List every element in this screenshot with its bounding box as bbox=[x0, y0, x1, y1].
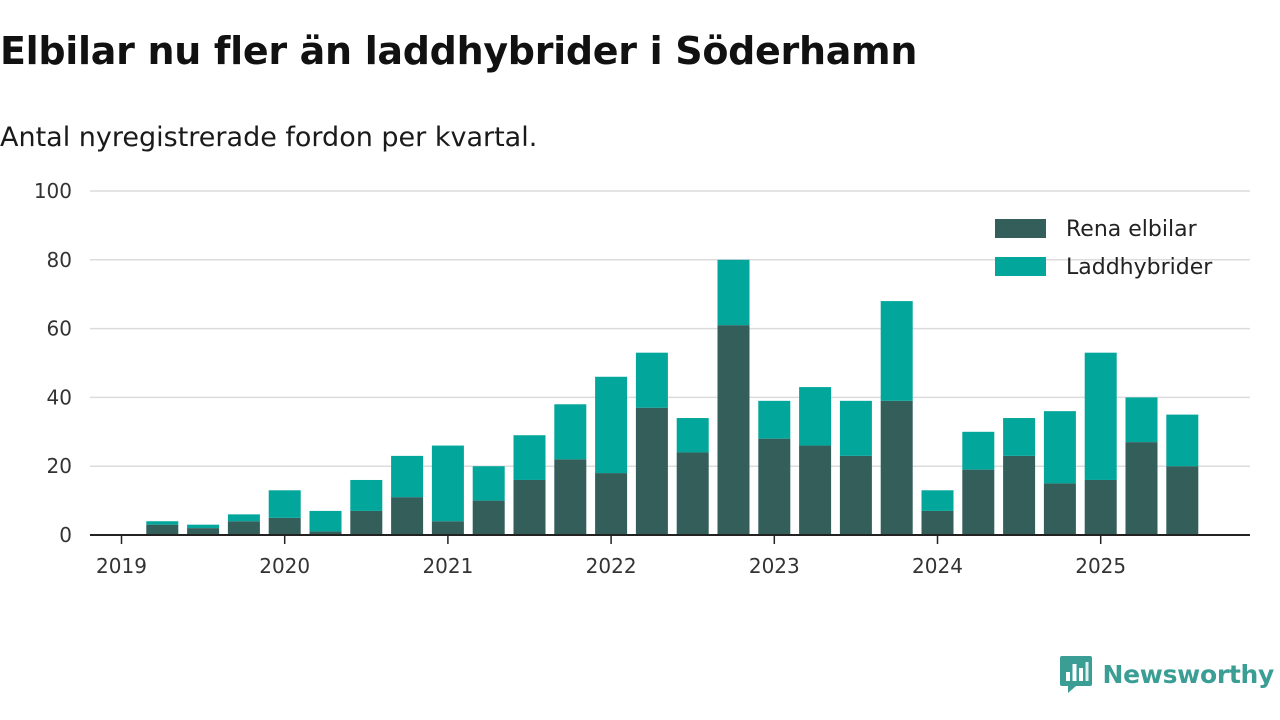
bar-rena-elbilar-2020-Q3 bbox=[350, 510, 383, 535]
bar-laddhybrider-2022-Q4 bbox=[717, 259, 750, 326]
bar-laddhybrider-2020-Q4 bbox=[391, 455, 424, 498]
bar-rena-elbilar-2022-Q4 bbox=[717, 325, 750, 535]
bar-laddhybrider-2019-Q3 bbox=[187, 524, 220, 529]
bar-laddhybrider-2021-Q3 bbox=[513, 435, 546, 480]
brand-name: Newsworthy bbox=[1102, 659, 1275, 689]
bar-rena-elbilar-2021-Q2 bbox=[472, 500, 505, 535]
bar-rena-elbilar-2020-Q2 bbox=[309, 531, 342, 535]
bar-rena-elbilar-2020-Q4 bbox=[391, 497, 424, 535]
axes: 0 20 40 60 80 100 2019 2020 2021 2022 2023 2024 2025 bbox=[34, 179, 1250, 578]
bar-rena-elbilar-2022-Q1 bbox=[595, 473, 628, 535]
bar-laddhybrider-2021-Q1 bbox=[431, 445, 464, 522]
bar-rena-elbilar-2023-Q3 bbox=[839, 455, 872, 535]
bar-laddhybrider-2021-Q4 bbox=[554, 404, 587, 460]
bar-laddhybrider-2023-Q4 bbox=[880, 301, 913, 401]
newsworthy-brand: Newsworthy bbox=[1059, 654, 1275, 694]
bar-laddhybrider-2023-Q1 bbox=[758, 400, 791, 439]
chart-title: Elbilar nu fler än laddhybrider i Söderh… bbox=[0, 29, 918, 73]
y-tick-label: 0 bbox=[59, 523, 72, 547]
bar-laddhybrider-2025-Q2 bbox=[1125, 397, 1158, 443]
x-tick-label: 2022 bbox=[586, 554, 637, 578]
bar-laddhybrider-2024-Q3 bbox=[1003, 418, 1036, 456]
legend: Rena elbilar Laddhybrider bbox=[995, 217, 1213, 280]
bar-rena-elbilar-2021-Q3 bbox=[513, 479, 546, 535]
y-tick-label: 100 bbox=[34, 179, 72, 203]
bar-rena-elbilar-2023-Q1 bbox=[758, 438, 791, 535]
bar-rena-elbilar-2019-Q3 bbox=[187, 528, 220, 535]
y-tick-label: 80 bbox=[47, 248, 72, 272]
bar-laddhybrider-2025-Q1 bbox=[1084, 352, 1117, 480]
bar-laddhybrider-2020-Q3 bbox=[350, 479, 383, 511]
bar-laddhybrider-2020-Q2 bbox=[309, 510, 342, 532]
bar-laddhybrider-2020-Q1 bbox=[268, 490, 301, 518]
gridlines bbox=[90, 190, 1250, 467]
bar-rena-elbilar-2023-Q2 bbox=[799, 445, 832, 535]
bar-laddhybrider-2025-Q3 bbox=[1166, 414, 1199, 467]
bar-laddhybrider-2024-Q4 bbox=[1043, 411, 1076, 484]
bar-rena-elbilar-2025-Q1 bbox=[1084, 479, 1117, 535]
bar-rena-elbilar-2023-Q4 bbox=[880, 400, 913, 535]
bar-laddhybrider-2023-Q3 bbox=[839, 400, 872, 456]
bar-rena-elbilar-2022-Q3 bbox=[676, 452, 709, 535]
bars bbox=[146, 259, 1199, 535]
bar-rena-elbilar-2021-Q4 bbox=[554, 459, 587, 535]
bar-rena-elbilar-2022-Q2 bbox=[635, 407, 668, 535]
y-tick-label: 20 bbox=[47, 454, 72, 478]
bar-laddhybrider-2022-Q2 bbox=[635, 352, 668, 408]
chart-subtitle: Antal nyregistrerade fordon per kvartal. bbox=[0, 122, 538, 153]
bar-rena-elbilar-2025-Q3 bbox=[1166, 466, 1199, 535]
legend-label-laddhybrider: Laddhybrider bbox=[1066, 255, 1213, 280]
bar-laddhybrider-2022-Q3 bbox=[676, 418, 709, 453]
x-tick-label: 2021 bbox=[422, 554, 473, 578]
bar-laddhybrider-2021-Q2 bbox=[472, 466, 505, 501]
bar-rena-elbilar-2020-Q1 bbox=[268, 517, 301, 535]
newsworthy-logo-icon bbox=[1059, 656, 1092, 693]
x-tick-label: 2019 bbox=[96, 554, 147, 578]
bar-rena-elbilar-2024-Q3 bbox=[1003, 455, 1036, 535]
bar-laddhybrider-2022-Q1 bbox=[595, 376, 628, 474]
bar-rena-elbilar-2021-Q1 bbox=[431, 521, 464, 535]
x-tick-label: 2025 bbox=[1075, 554, 1126, 578]
legend-swatch-laddhybrider bbox=[995, 257, 1046, 276]
bar-laddhybrider-2019-Q4 bbox=[227, 514, 260, 522]
bar-laddhybrider-2019-Q2 bbox=[146, 521, 179, 525]
bar-rena-elbilar-2024-Q2 bbox=[962, 469, 995, 535]
bar-rena-elbilar-2019-Q4 bbox=[227, 521, 260, 535]
bar-rena-elbilar-2019-Q2 bbox=[146, 524, 179, 535]
legend-label-rena-elbilar: Rena elbilar bbox=[1066, 217, 1198, 242]
bar-rena-elbilar-2025-Q2 bbox=[1125, 442, 1158, 535]
x-tick-label: 2020 bbox=[259, 554, 310, 578]
bar-rena-elbilar-2024-Q1 bbox=[921, 510, 954, 535]
y-tick-label: 40 bbox=[47, 385, 72, 409]
bar-laddhybrider-2024-Q2 bbox=[962, 431, 995, 470]
legend-swatch-rena-elbilar bbox=[995, 219, 1046, 238]
y-tick-label: 60 bbox=[47, 317, 72, 341]
bar-laddhybrider-2024-Q1 bbox=[921, 490, 954, 511]
bar-rena-elbilar-2024-Q4 bbox=[1043, 483, 1076, 535]
x-tick-label: 2023 bbox=[749, 554, 800, 578]
x-tick-label: 2024 bbox=[912, 554, 963, 578]
bar-laddhybrider-2023-Q2 bbox=[799, 387, 832, 446]
